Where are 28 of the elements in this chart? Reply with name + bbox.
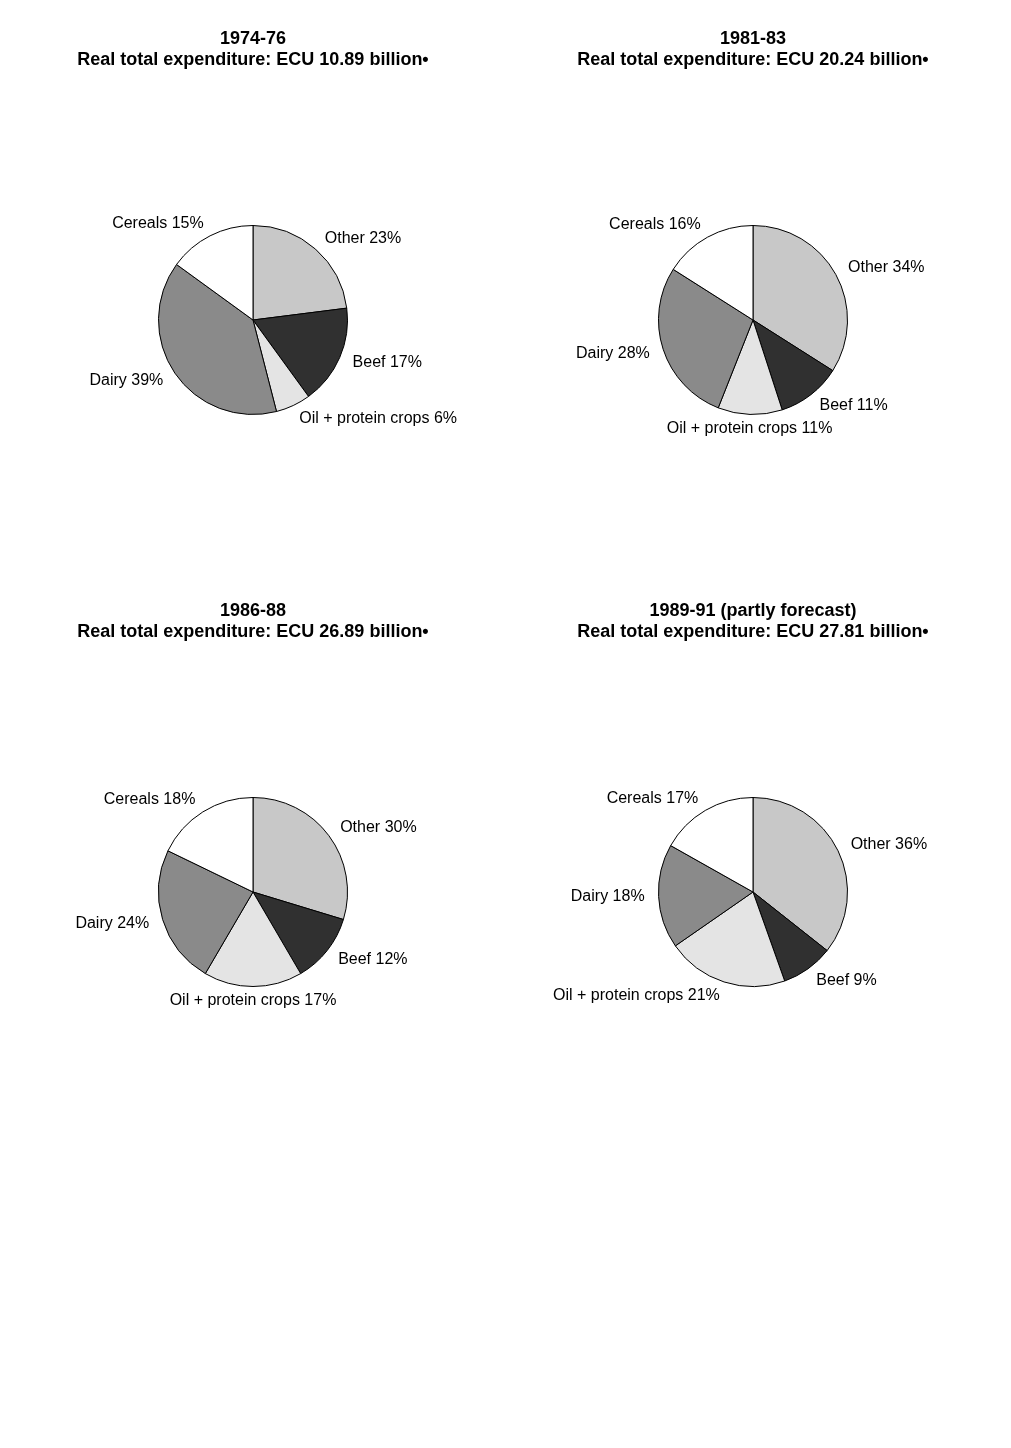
slice-label: Cereals 16%	[609, 215, 701, 233]
slice-label: Cereals 17%	[606, 788, 699, 806]
chart-subtitle: Real total expenditure: ECU 27.81 billion•	[576, 621, 930, 642]
chart-subtitle: Real total expenditure: ECU 10.89 billion•	[76, 49, 430, 70]
chart-title: 1974-76	[218, 28, 288, 49]
chart-title: 1989-91 (partly forecast)	[648, 600, 858, 621]
slice-label: Beef 9%	[816, 970, 877, 988]
slice-label: Dairy 28%	[576, 343, 650, 361]
chart-subtitle: Real total expenditure: ECU 20.24 billion•	[576, 49, 930, 70]
chart-title: 1981-83	[718, 28, 788, 49]
slice-label: Cereals 18%	[103, 790, 196, 808]
slice-label: Dairy 24%	[75, 914, 150, 931]
slice-label: Beef 17%	[352, 353, 422, 371]
slice-label: Dairy 39%	[89, 371, 164, 389]
slice-label: Oil + protein crops 11%	[666, 418, 833, 436]
chart-title: 1986-88	[218, 600, 288, 621]
slice-label: Oil + protein crops 21%	[553, 985, 720, 1003]
slice-label: Cereals 15%	[112, 213, 204, 231]
slice-label: Other 34%	[848, 258, 925, 276]
slice-label: Dairy 18%	[570, 887, 645, 905]
slice-label: Other 30%	[340, 817, 417, 835]
slice-label: Beef 11%	[819, 396, 888, 414]
slice-label: Other 36%	[850, 835, 928, 853]
slice-label: Beef 12%	[338, 949, 408, 967]
slice-label: Other 23%	[324, 229, 402, 247]
slice-label: Oil + protein crops 17%	[169, 990, 337, 1008]
slice-label: Oil + protein crops 6%	[299, 408, 458, 426]
chart-subtitle: Real total expenditure: ECU 26.89 billion•	[76, 621, 430, 642]
